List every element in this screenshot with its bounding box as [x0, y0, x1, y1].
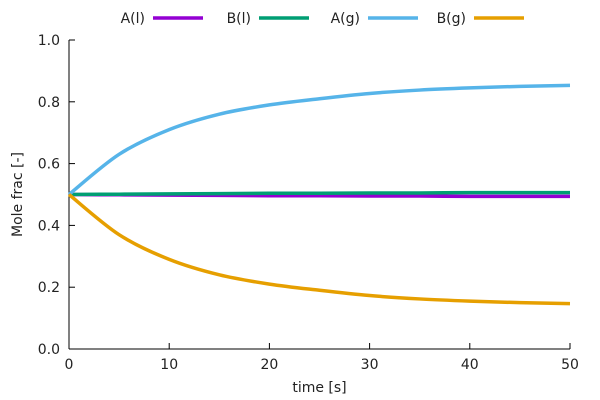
y-tick-label: 0.4 — [38, 218, 60, 234]
y-tick-label: 0.0 — [38, 342, 60, 358]
x-tick-label: 50 — [561, 357, 579, 373]
x-tick-label: 0 — [65, 357, 74, 373]
legend-label: B(g) — [437, 11, 466, 27]
legend-label: B(l) — [227, 11, 251, 27]
y-tick-label: 1.0 — [38, 33, 60, 49]
legend: A(l) B(l) A(g) B(g) — [121, 11, 524, 27]
legend-label: A(g) — [331, 11, 360, 27]
y-tick-label: 0.8 — [38, 95, 60, 111]
series-lines — [67, 83, 571, 306]
axes: 0 10 20 30 40 50 0.0 0.2 0.4 0.6 0.8 1.0 — [38, 33, 579, 373]
series-line-b-l — [68, 190, 570, 197]
x-tick-label: 30 — [361, 357, 379, 373]
x-axis-label: time [s] — [292, 380, 346, 396]
legend-label: A(l) — [121, 11, 145, 27]
x-tick-label: 10 — [160, 357, 178, 373]
x-tick-label: 20 — [260, 357, 278, 373]
x-tick-label: 40 — [461, 357, 479, 373]
y-axis-label: Mole frac [-] — [10, 152, 26, 237]
series-line-a-g — [67, 83, 571, 196]
y-tick-label: 0.2 — [38, 280, 60, 296]
series-line-b-g — [67, 193, 571, 306]
y-tick-label: 0.6 — [38, 157, 60, 173]
